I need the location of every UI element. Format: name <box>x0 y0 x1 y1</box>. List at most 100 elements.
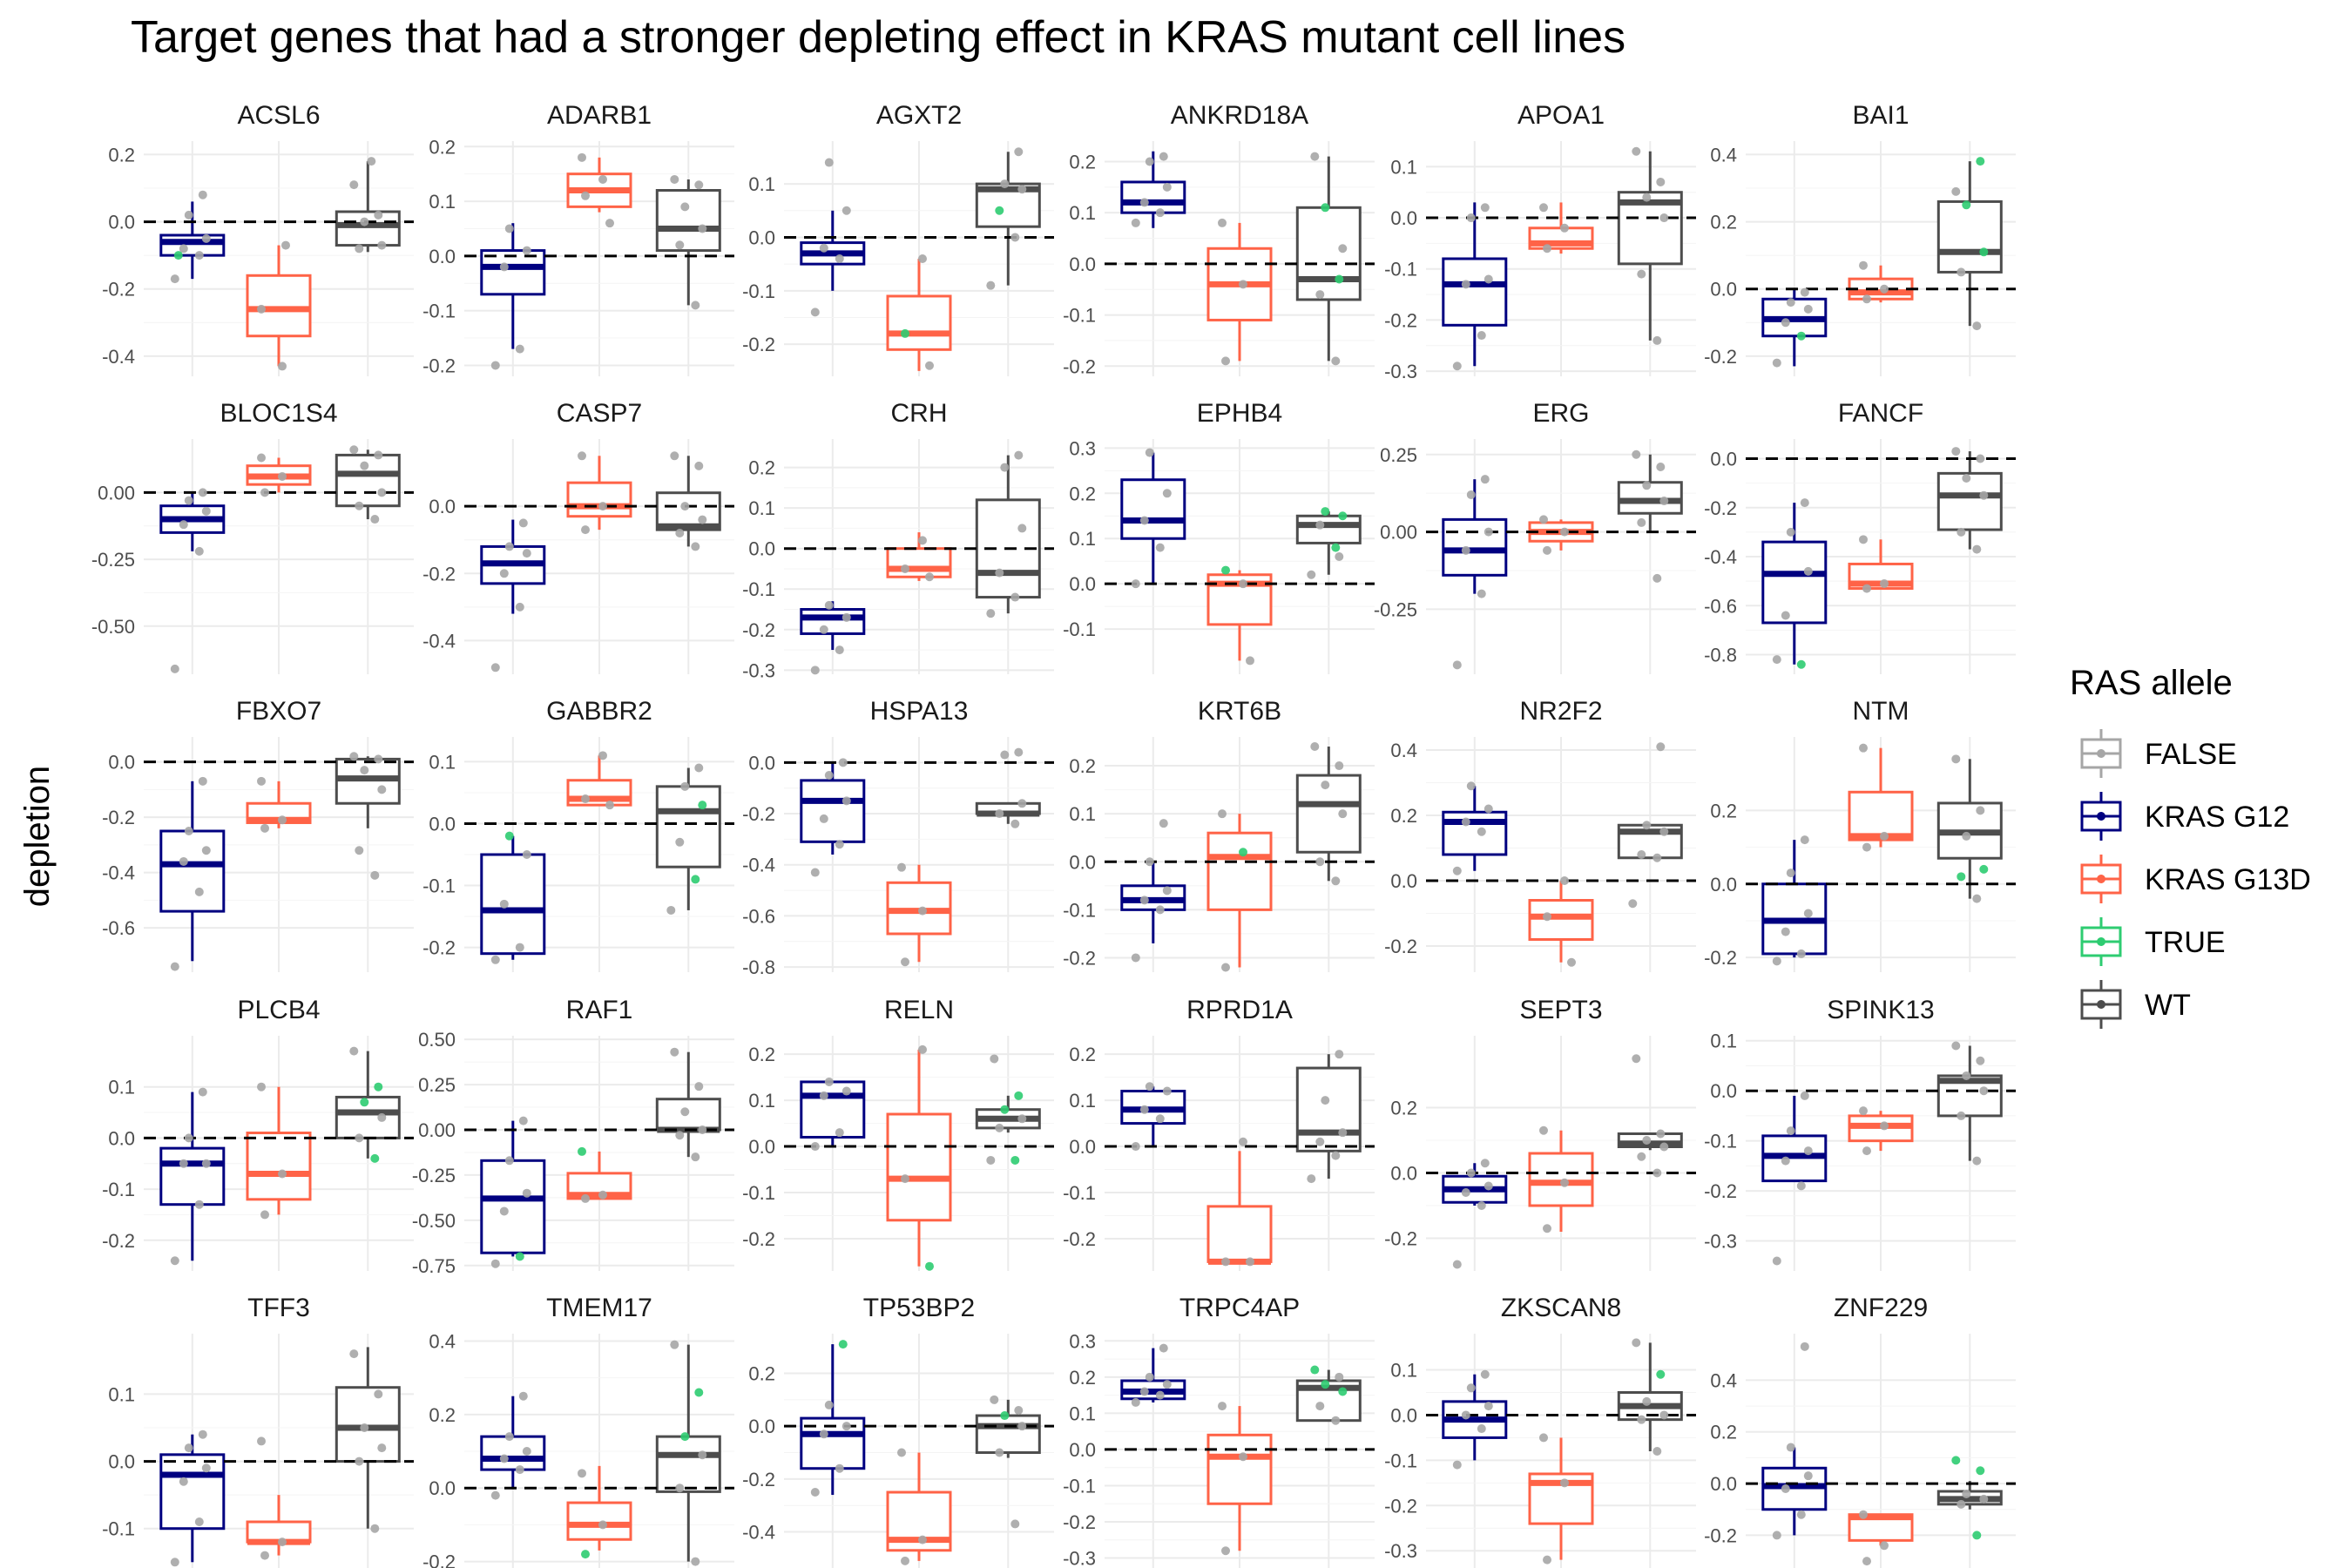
y-tick-label: 0.0 <box>108 752 135 774</box>
data-point <box>835 1463 844 1473</box>
data-point <box>1543 244 1551 253</box>
data-point <box>578 152 586 162</box>
data-point <box>1656 1129 1666 1139</box>
data-point <box>670 174 679 184</box>
data-point <box>1957 1499 1966 1509</box>
y-tick-label: 0.2 <box>429 136 456 158</box>
box-krt6b-kras-g12 <box>1120 862 1186 943</box>
data-point-true <box>901 328 909 338</box>
facet-casp7: CASP7 0.0 -0.2 -0.4 <box>422 399 734 674</box>
box-body <box>159 829 226 913</box>
data-point <box>1239 579 1247 589</box>
data-point <box>1803 1146 1813 1156</box>
data-point <box>1466 1168 1476 1178</box>
y-tick-label: 0.1 <box>1069 1402 1096 1424</box>
data-point <box>1452 1260 1462 1269</box>
data-point <box>897 862 906 872</box>
data-point <box>1480 1369 1490 1379</box>
data-point <box>179 520 188 530</box>
box-crh-wt <box>975 455 1041 614</box>
data-point <box>504 224 514 233</box>
data-point <box>1477 1424 1486 1434</box>
data-point <box>1335 761 1344 771</box>
legend-key-point <box>2097 937 2105 946</box>
data-point <box>1803 566 1813 576</box>
data-point <box>1246 1257 1254 1267</box>
data-point <box>1976 1056 1985 1065</box>
box-plcb4-wt <box>335 1051 401 1159</box>
data-point <box>1859 743 1868 753</box>
data-point-true <box>1010 1155 1020 1165</box>
data-point <box>1772 358 1781 368</box>
box-body <box>566 1501 632 1541</box>
box-body <box>159 233 226 257</box>
facet-title-plcb4: PLCB4 <box>237 996 320 1024</box>
data-point <box>810 666 820 675</box>
box-body <box>655 785 721 868</box>
data-point <box>278 1538 287 1547</box>
data-point <box>518 1391 528 1401</box>
facet-title-agxt2: AGXT2 <box>876 101 962 130</box>
facet-acsl6: ACSL6 0.2 0.0 -0.2 -0.4 <box>102 101 414 376</box>
facet-zkscan8: ZKSCAN8 0.1 0.0 -0.1 -0.2 -0.3 <box>1384 1294 1696 1568</box>
box-body <box>335 1386 401 1463</box>
data-point <box>835 1128 844 1138</box>
box-apoa1-kras-g12 <box>1442 202 1508 367</box>
box-body <box>335 1095 401 1139</box>
data-point <box>1335 552 1344 561</box>
data-point <box>374 450 383 460</box>
data-point <box>201 846 211 855</box>
data-point <box>694 763 704 773</box>
y-tick-label: 0.2 <box>1069 483 1096 504</box>
data-point <box>1338 809 1348 819</box>
box-fbxo7-kras-g12 <box>159 781 226 962</box>
y-tick-label: 0.2 <box>1710 1422 1737 1443</box>
data-point <box>194 546 204 556</box>
facet-title-hspa13: HSPA13 <box>870 697 969 726</box>
data-point <box>1652 335 1662 345</box>
data-point <box>515 602 524 612</box>
box-body <box>159 1146 226 1206</box>
data-point <box>499 262 509 272</box>
y-tick-label: 0.1 <box>108 1383 135 1405</box>
legend-item-true: TRUE <box>2080 917 2226 966</box>
data-point <box>1800 1342 1809 1351</box>
box-sept3-kras-g12 <box>1442 1163 1508 1206</box>
data-point <box>1962 1489 1971 1498</box>
data-point-true <box>578 1146 586 1156</box>
box-crh-kras-g13d <box>886 532 952 581</box>
y-tick-label: -0.2 <box>1704 497 1737 519</box>
data-point-true <box>1656 1369 1666 1379</box>
data-point <box>1145 448 1154 457</box>
data-point <box>1139 198 1149 207</box>
y-tick-label: -0.2 <box>1063 1511 1096 1533</box>
box-ntm-wt <box>1936 759 2003 899</box>
data-point <box>691 301 700 310</box>
data-point <box>1800 498 1809 508</box>
data-point <box>670 1047 679 1057</box>
data-point <box>1480 203 1490 213</box>
data-point <box>170 1558 179 1567</box>
y-tick-label: 0.25 <box>418 1074 456 1096</box>
data-point <box>1642 1136 1652 1145</box>
data-point <box>1452 1460 1462 1470</box>
facet-title-krt6b: KRT6B <box>1198 697 1281 726</box>
data-point <box>1017 799 1027 808</box>
y-tick-label: -0.1 <box>1063 899 1096 921</box>
facet-title-erg: ERG <box>1532 399 1589 428</box>
data-point <box>1145 157 1154 166</box>
data-point <box>1642 1396 1652 1406</box>
data-point <box>515 943 524 952</box>
data-point <box>1642 821 1652 830</box>
data-point <box>1772 956 1781 966</box>
data-point <box>1131 953 1140 963</box>
data-point <box>680 1107 690 1117</box>
data-point <box>1957 267 1966 277</box>
y-tick-label: 0.50 <box>418 1029 456 1051</box>
y-tick-label: 0.4 <box>429 1330 456 1352</box>
legend-item-false: FALSE <box>2080 729 2237 778</box>
y-tick-label: 0.0 <box>1069 253 1096 275</box>
data-point <box>1543 1224 1551 1233</box>
data-point <box>1000 463 1010 472</box>
box-nr2f2-kras-g13d <box>1528 881 1594 963</box>
